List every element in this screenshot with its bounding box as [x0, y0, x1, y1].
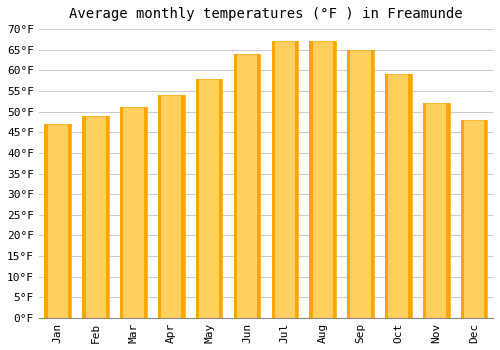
Bar	[423, 103, 450, 318]
Bar	[310, 41, 336, 318]
Bar	[120, 107, 146, 318]
Bar	[423, 103, 426, 318]
Bar	[44, 124, 48, 318]
Bar	[385, 75, 411, 318]
Bar	[461, 120, 464, 318]
Bar	[348, 50, 350, 318]
Bar	[234, 54, 237, 318]
Bar	[348, 50, 374, 318]
Bar	[234, 54, 260, 318]
Bar	[144, 107, 146, 318]
Bar	[385, 75, 388, 318]
Bar	[408, 75, 412, 318]
Bar	[484, 120, 488, 318]
Bar	[461, 120, 487, 318]
Bar	[158, 95, 161, 318]
Bar	[370, 50, 374, 318]
Bar	[310, 41, 312, 318]
Bar	[257, 54, 260, 318]
Bar	[446, 103, 450, 318]
Bar	[333, 41, 336, 318]
Bar	[272, 41, 275, 318]
Bar	[196, 79, 222, 318]
Bar	[295, 41, 298, 318]
Bar	[82, 116, 109, 318]
Bar	[44, 124, 71, 318]
Bar	[196, 79, 199, 318]
Bar	[272, 41, 298, 318]
Bar	[182, 95, 184, 318]
Bar	[120, 107, 124, 318]
Bar	[82, 116, 86, 318]
Bar	[219, 79, 222, 318]
Bar	[106, 116, 109, 318]
Bar	[68, 124, 71, 318]
Bar	[158, 95, 184, 318]
Title: Average monthly temperatures (°F ) in Freamunde: Average monthly temperatures (°F ) in Fr…	[69, 7, 462, 21]
